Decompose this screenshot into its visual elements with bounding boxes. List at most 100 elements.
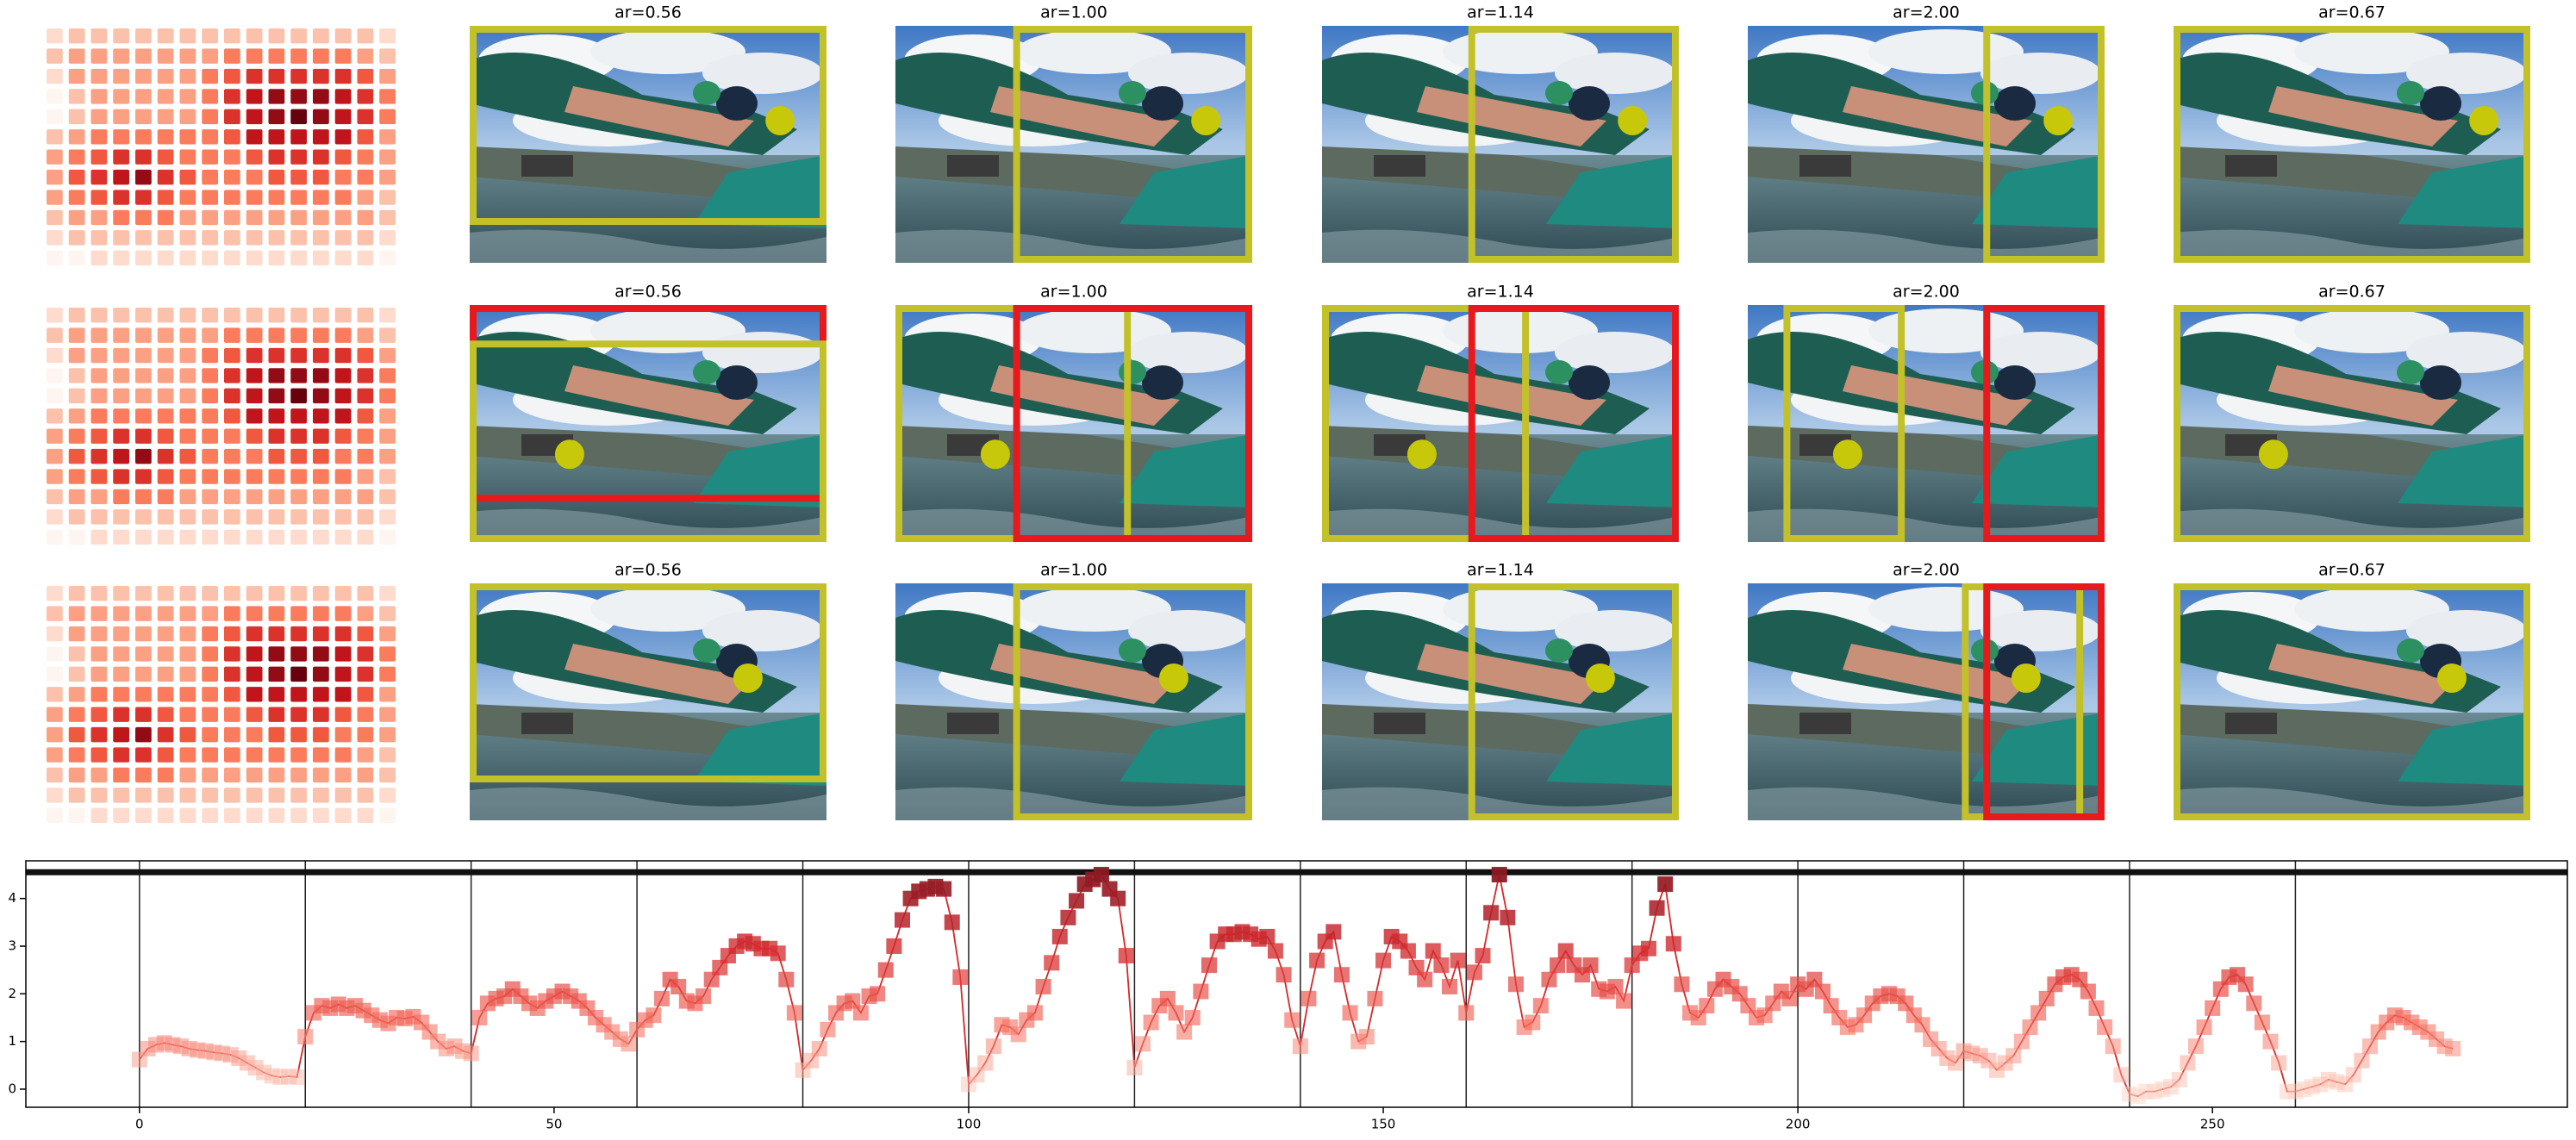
heat-cell: [268, 788, 285, 803]
marker: [2072, 971, 2088, 987]
heat-cell: [68, 707, 85, 722]
crop-box: [2174, 305, 2530, 542]
x-tick-label: 0: [135, 1117, 144, 1132]
photo: [1748, 305, 2105, 542]
heat-cell: [202, 606, 218, 621]
heat-cell: [202, 89, 218, 104]
heat-cell: [68, 250, 85, 265]
heat-cell: [113, 726, 129, 743]
heat-cell: [135, 726, 152, 743]
y-tick-label: 4: [8, 890, 16, 906]
marker: [2354, 1052, 2370, 1068]
heat-cell: [224, 509, 240, 525]
heat-cell: [157, 250, 174, 265]
heat-cell: [357, 747, 374, 763]
heat-cell: [179, 408, 196, 424]
heat-cell: [47, 408, 63, 424]
heat-cell: [202, 626, 218, 642]
panel-title: ar=2.00: [1893, 561, 1960, 580]
heat-cell: [224, 408, 240, 424]
heat-cell: [290, 626, 307, 642]
heat-cell: [113, 250, 129, 265]
heat-cell: [246, 489, 263, 505]
heat-cell: [157, 509, 174, 525]
heat-cell: [157, 209, 174, 226]
heat-cell: [334, 489, 352, 505]
heat-cell: [135, 190, 152, 205]
heat-cell: [202, 448, 218, 464]
heat-cell: [334, 428, 352, 444]
heat-cell: [313, 469, 329, 484]
heat-cell: [68, 726, 85, 743]
heat-cell: [47, 190, 63, 205]
heat-cell: [47, 428, 63, 444]
heat-cell: [379, 747, 396, 763]
heat-cell: [47, 28, 63, 44]
heat-cell: [47, 469, 63, 484]
heat-cell: [113, 408, 129, 424]
marker: [1640, 940, 1656, 956]
marker: [1417, 971, 1433, 987]
heat-cell: [90, 408, 108, 424]
heat-cell: [90, 250, 108, 265]
heat-cell: [379, 347, 396, 364]
heat-cell: [379, 767, 396, 783]
heat-cell: [246, 687, 263, 702]
heat-cell: [246, 308, 263, 323]
heat-cell: [224, 28, 240, 44]
crop-box: [1468, 583, 1679, 820]
heat-cell: [202, 68, 218, 84]
heat-cell: [246, 529, 263, 545]
heat-cell: [290, 586, 307, 601]
heat-cell: [357, 788, 374, 803]
heat-cell: [224, 230, 240, 246]
heat-cell: [135, 209, 152, 226]
heat-cell: [157, 48, 174, 64]
marker: [1491, 867, 1507, 883]
heat-cell: [268, 190, 285, 205]
series-line: [139, 873, 2454, 1098]
marker: [2171, 1071, 2187, 1087]
heat-cell: [334, 388, 352, 404]
marker: [2271, 1055, 2287, 1071]
heat-cell: [157, 788, 174, 803]
heat-cell: [334, 509, 352, 525]
heat-cell: [113, 807, 129, 823]
marker: [703, 971, 720, 987]
heat-cell: [202, 807, 218, 823]
heat-cell: [334, 89, 352, 104]
heat-cell: [357, 129, 374, 145]
heat-cell: [113, 327, 129, 343]
heat-cell: [313, 109, 329, 125]
target-dot: [2436, 663, 2467, 693]
heat-cell: [290, 109, 307, 125]
panel-title: ar=0.56: [614, 561, 682, 580]
heat-cell: [157, 368, 174, 383]
heat-cell: [47, 646, 63, 662]
heat-cell: [202, 327, 218, 343]
photo-panels: ar=0.56 ar=1.00 ar=1.14 ar=2.00 ar=0.67 ar=0.…: [470, 3, 2530, 820]
marker: [1425, 943, 1441, 959]
marker: [2212, 981, 2229, 997]
heat-cell: [113, 368, 129, 383]
target-dot: [765, 106, 795, 135]
marker: [845, 993, 861, 1009]
marker: [1026, 1005, 1043, 1021]
heat-cell: [379, 509, 396, 525]
heat-cell: [179, 368, 196, 383]
heat-cell: [246, 767, 263, 783]
heat-cell: [113, 707, 129, 722]
heat-cell: [224, 250, 240, 265]
heat-cell: [90, 428, 108, 444]
heat-cell: [202, 707, 218, 722]
heat-cell: [379, 448, 396, 464]
heat-cell: [290, 606, 307, 621]
heat-cell: [334, 707, 352, 722]
panel-title: ar=2.00: [1893, 3, 1960, 22]
heat-cell: [246, 388, 263, 404]
heat-cell: [202, 109, 218, 125]
heat-cell: [224, 646, 240, 662]
heat-cell: [268, 169, 285, 185]
heat-cell: [224, 626, 240, 642]
heat-cell: [47, 666, 63, 682]
